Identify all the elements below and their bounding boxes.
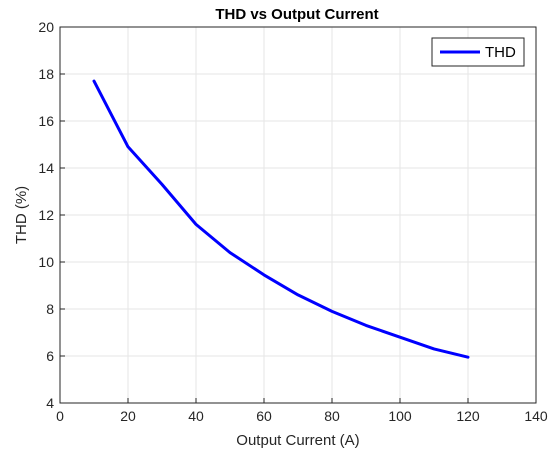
y-tick-label: 14 xyxy=(38,160,54,176)
y-tick-label: 8 xyxy=(46,301,54,317)
y-tick-label: 4 xyxy=(46,395,54,411)
y-tick-label: 20 xyxy=(38,19,54,35)
y-tick-label: 18 xyxy=(38,66,54,82)
x-tick-label: 60 xyxy=(256,408,272,424)
x-axis: 0 20 40 60 80 100 120 140 xyxy=(56,398,548,424)
y-axis-label: THD (%) xyxy=(13,186,30,244)
x-tick-label: 120 xyxy=(456,408,480,424)
legend: THD xyxy=(431,37,525,67)
x-tick-label: 0 xyxy=(56,408,64,424)
x-tick-label: 140 xyxy=(524,408,548,424)
legend-label: THD xyxy=(485,44,516,61)
y-axis: 4 6 8 10 12 14 16 18 20 xyxy=(38,19,65,411)
x-axis-label: Output Current (A) xyxy=(236,432,359,449)
x-tick-label: 80 xyxy=(324,408,340,424)
chart-title: THD vs Output Current xyxy=(215,6,378,23)
x-tick-label: 40 xyxy=(188,408,204,424)
series-line-thd xyxy=(92,79,470,359)
x-tick-label: 20 xyxy=(120,408,136,424)
y-tick-label: 16 xyxy=(38,113,54,129)
y-tick-label: 12 xyxy=(38,207,54,223)
y-tick-label: 6 xyxy=(46,348,54,364)
series-layer xyxy=(92,79,470,359)
x-tick-label: 100 xyxy=(388,408,412,424)
y-tick-label: 10 xyxy=(38,254,54,270)
